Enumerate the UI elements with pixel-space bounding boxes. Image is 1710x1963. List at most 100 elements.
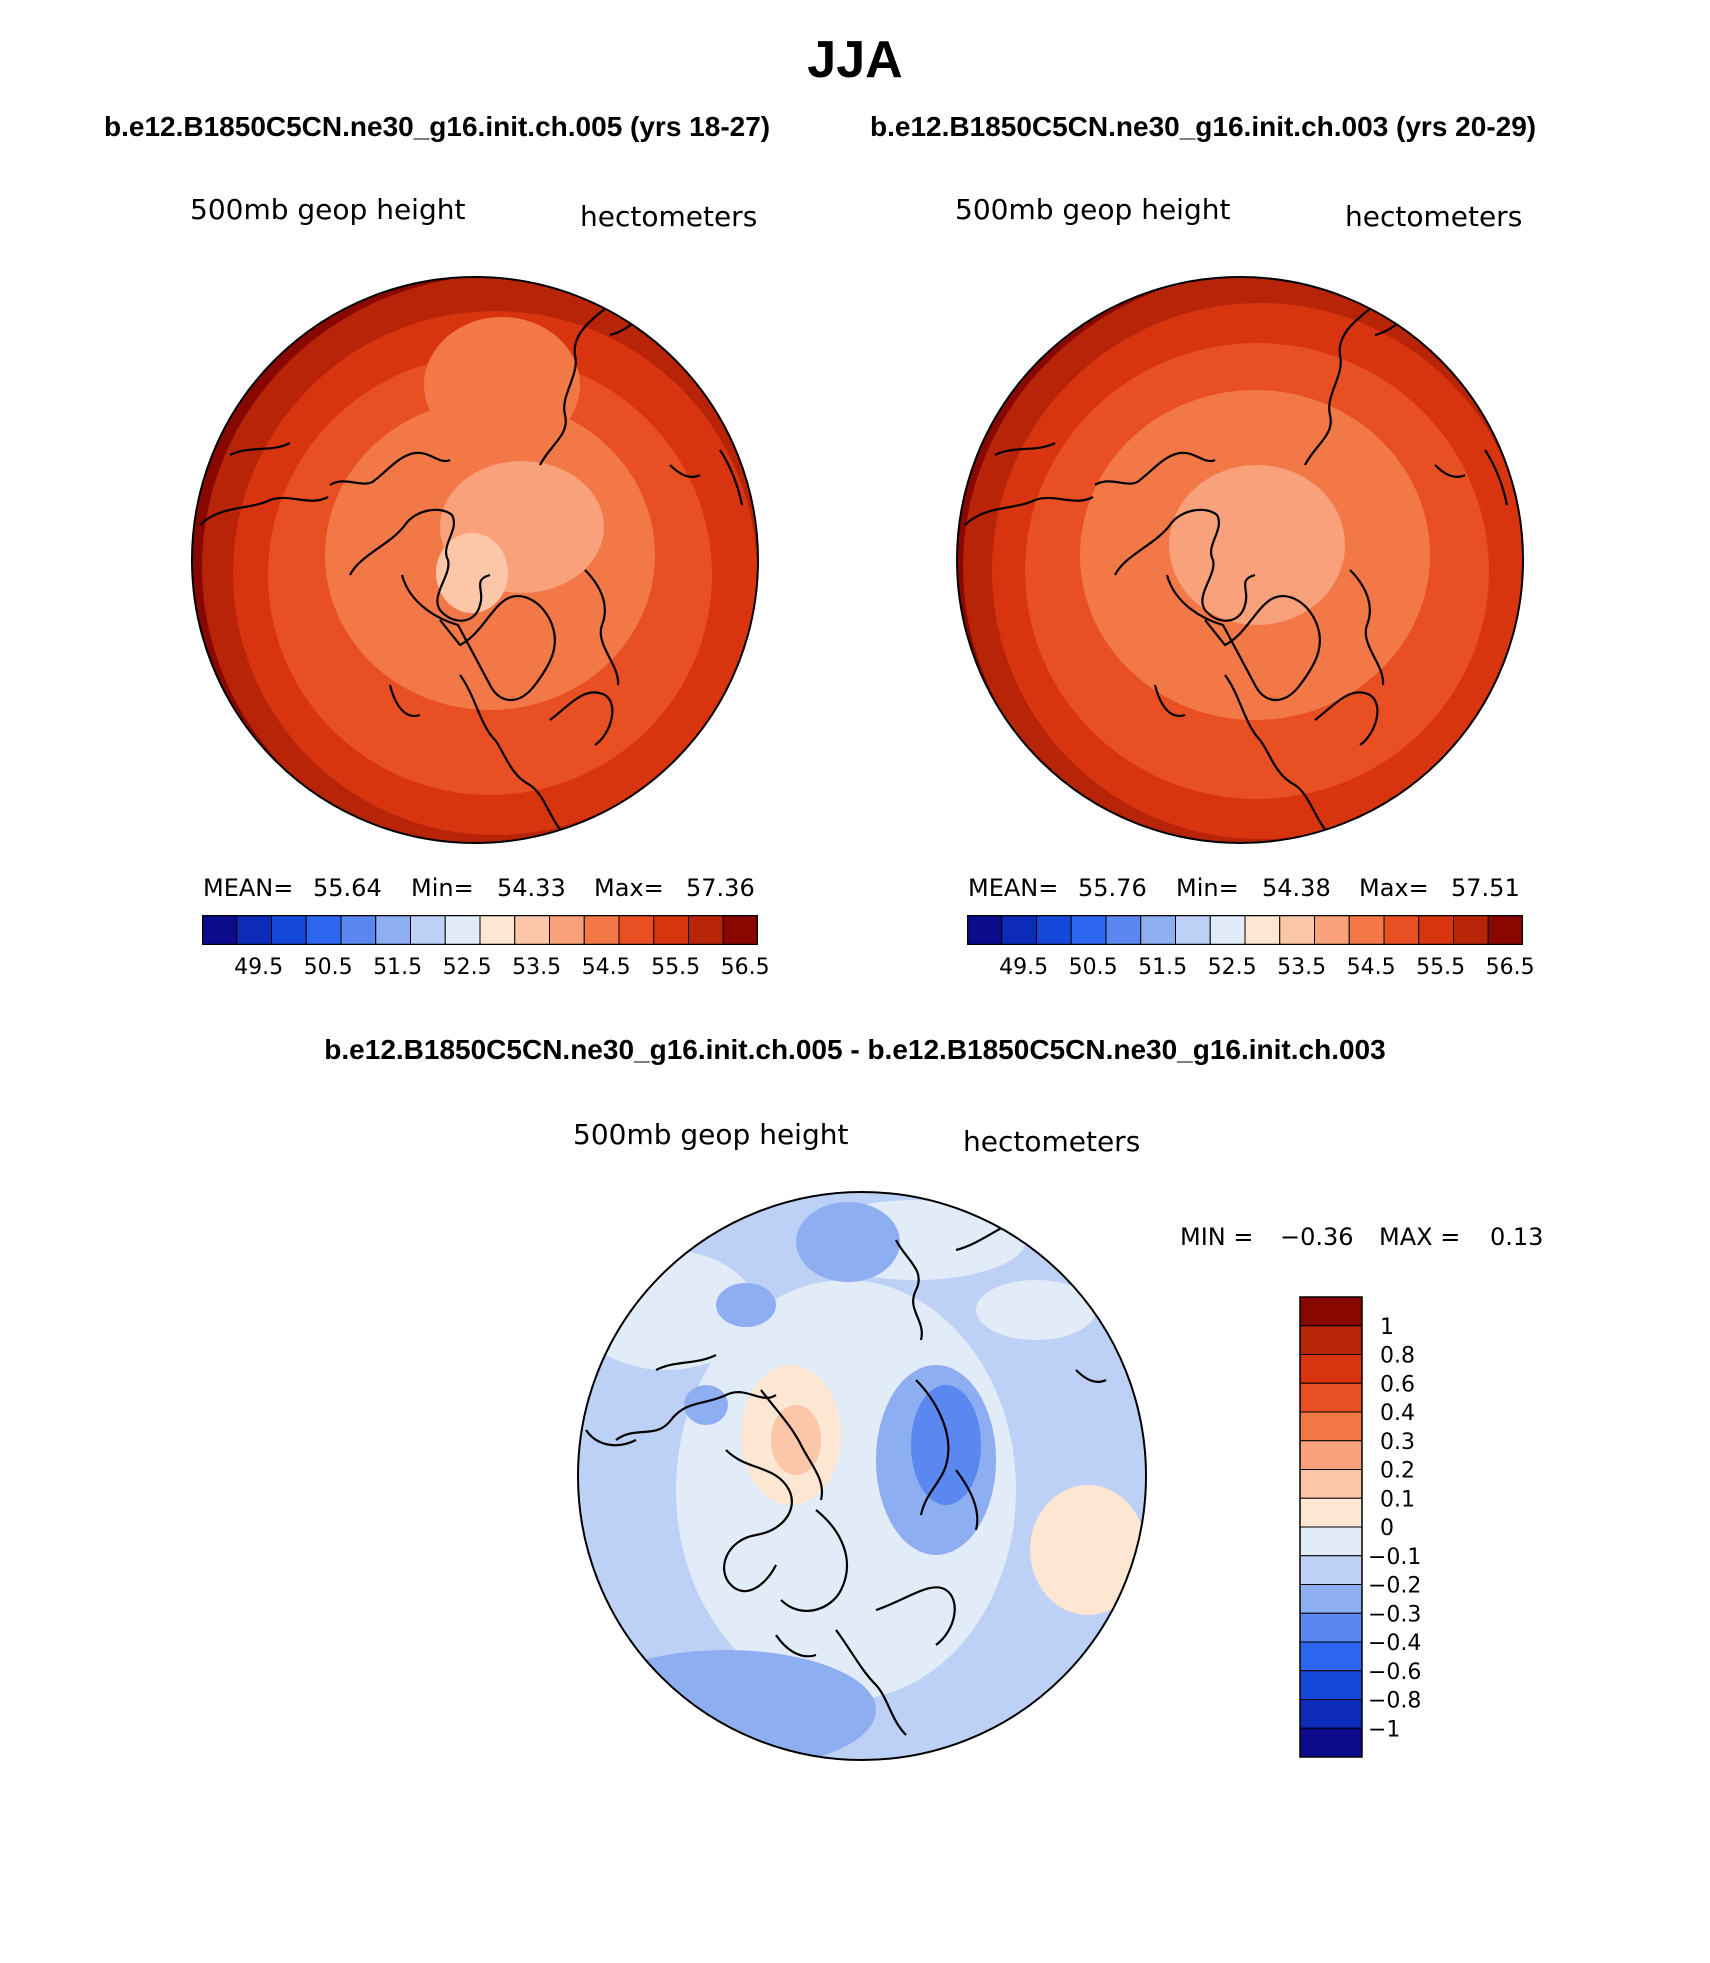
colorbar-swatch xyxy=(1140,914,1176,946)
colorbar-swatch xyxy=(1299,1670,1363,1700)
left-mean-label: MEAN= xyxy=(203,874,294,902)
colorbar-tick-label: 0.1 xyxy=(1380,1487,1415,1512)
right-mean-value: 55.76 xyxy=(1078,874,1147,902)
right-min-label: Min= xyxy=(1176,874,1239,902)
colorbar-swatch xyxy=(1105,914,1142,946)
colorbar-swatch xyxy=(1209,914,1246,946)
left-max-label: Max= xyxy=(594,874,664,902)
colorbar-swatch xyxy=(1383,914,1420,946)
colorbar-swatch xyxy=(1036,914,1072,946)
diff-polar-map xyxy=(577,1191,1147,1761)
colorbar-tick-label: 53.5 xyxy=(512,955,562,980)
colorbar-swatch xyxy=(688,914,724,946)
colorbar-swatch xyxy=(1299,1699,1363,1729)
right-polar-map xyxy=(956,276,1524,844)
colorbar-swatch xyxy=(1299,1612,1363,1643)
colorbar-tick-label: 1 xyxy=(1380,1315,1394,1340)
colorbar-swatch xyxy=(1299,1411,1363,1442)
left-max-value: 57.36 xyxy=(686,874,755,902)
colorbar-swatch xyxy=(236,914,272,946)
colorbar-tick-label: 52.5 xyxy=(1207,955,1257,980)
contour-band xyxy=(911,1385,981,1505)
colorbar-swatch xyxy=(410,914,446,946)
right-max-value: 57.51 xyxy=(1451,874,1520,902)
diff-max-value: 0.13 xyxy=(1490,1223,1544,1251)
colorbar-tick-label: −1 xyxy=(1368,1717,1400,1742)
colorbar-swatch xyxy=(618,914,655,946)
colorbar-swatch xyxy=(966,914,1003,946)
colorbar-swatch xyxy=(1299,1354,1363,1384)
colorbar-tick-label: 0.3 xyxy=(1380,1430,1415,1455)
colorbar-tick-label: 55.5 xyxy=(1416,955,1466,980)
colorbar-tick-label: 0.8 xyxy=(1380,1344,1415,1369)
colorbar-swatch xyxy=(1487,914,1524,946)
left-min-value: 54.33 xyxy=(497,874,566,902)
colorbar-tick-label: −0.2 xyxy=(1368,1574,1421,1599)
colorbar-tick-label: 51.5 xyxy=(1138,955,1188,980)
colorbar-frame xyxy=(1299,1296,1363,1758)
colorbar-tick-label: 55.5 xyxy=(651,955,701,980)
colorbar-tick-label: 54.5 xyxy=(581,955,631,980)
colorbar-tick-label: 56.5 xyxy=(720,955,770,980)
colorbar-tick-label: −0.3 xyxy=(1368,1602,1421,1627)
colorbar-swatch xyxy=(1279,914,1315,946)
colorbar-tick-label: 50.5 xyxy=(303,955,353,980)
colorbar-swatch xyxy=(1299,1526,1363,1557)
colorbar-tick-label: 52.5 xyxy=(442,955,492,980)
right-units-label: hectometers xyxy=(1345,200,1523,233)
left-units-label: hectometers xyxy=(580,200,758,233)
colorbar-swatch xyxy=(271,914,307,946)
figure-title: JJA xyxy=(807,31,903,89)
right-min-value: 54.38 xyxy=(1262,874,1331,902)
right-case-title: b.e12.B1850C5CN.ne30_g16.init.ch.003 (yr… xyxy=(870,111,1537,142)
colorbar-swatch xyxy=(1314,914,1350,946)
colorbar-tick-label: −0.6 xyxy=(1368,1660,1421,1685)
colorbar-swatch xyxy=(1299,1584,1363,1614)
colorbar-tick-label: 49.5 xyxy=(999,955,1049,980)
colorbar-swatch xyxy=(1418,914,1454,946)
colorbar-swatch xyxy=(375,914,411,946)
contour-band xyxy=(716,1283,776,1327)
right-mean-label: MEAN= xyxy=(968,874,1059,902)
colorbar-swatch xyxy=(305,914,342,946)
diff-units-label: hectometers xyxy=(963,1125,1141,1158)
colorbar-frame xyxy=(966,914,1524,946)
colorbar-swatch xyxy=(1299,1325,1363,1355)
colorbar-swatch xyxy=(340,914,377,946)
left-polar-map xyxy=(191,276,759,844)
colorbar-swatch xyxy=(1299,1440,1363,1470)
colorbar-swatch xyxy=(583,914,620,946)
diff-max-label: MAX = xyxy=(1379,1223,1461,1251)
colorbar-swatch xyxy=(722,914,759,946)
colorbar-swatch xyxy=(444,914,481,946)
map-boundary xyxy=(956,276,1524,844)
left-colorbar-ticks: 49.5 50.5 51.5 52.5 53.5 54.5 55.5 56.5 xyxy=(202,955,770,985)
colorbar-tick-label: 0 xyxy=(1380,1516,1394,1541)
contour-band xyxy=(976,1280,1096,1340)
contour-band xyxy=(436,533,508,613)
colorbar-swatch xyxy=(1244,914,1281,946)
coastlines xyxy=(199,302,744,836)
colorbar-swatch xyxy=(1299,1641,1363,1672)
colorbar-tick-label: 56.5 xyxy=(1485,955,1535,980)
colorbar-swatch xyxy=(1070,914,1107,946)
left-case-title: b.e12.B1850C5CN.ne30_g16.init.ch.005 (yr… xyxy=(104,111,771,142)
colorbar-swatch xyxy=(1299,1555,1363,1585)
colorbar-swatch xyxy=(1175,914,1211,946)
colorbar-swatch xyxy=(1299,1727,1363,1758)
colorbar-tick-label: 0.4 xyxy=(1380,1401,1415,1426)
colorbar-swatch xyxy=(1001,914,1037,946)
right-colorbar-ticks: 49.5 50.5 51.5 52.5 53.5 54.5 55.5 56.5 xyxy=(967,955,1535,985)
colorbar-tick-label: 51.5 xyxy=(373,955,423,980)
diff-min-label: MIN = xyxy=(1180,1223,1254,1251)
contour-band xyxy=(684,1385,728,1425)
diff-title: b.e12.B1850C5CN.ne30_g16.init.ch.005 - b… xyxy=(324,1034,1386,1065)
colorbar-tick-label: 49.5 xyxy=(234,955,284,980)
right-variable-label: 500mb geop height xyxy=(955,193,1231,226)
right-colorbar xyxy=(966,914,1524,946)
diff-colorbar: 1 0.8 0.6 0.4 0.3 0.2 0.1 0 −0.1 −0.2 −0.3 −0.4 −0.6… xyxy=(1299,1296,1421,1758)
contour-band xyxy=(1169,465,1345,625)
colorbar-tick-label: 53.5 xyxy=(1277,955,1327,980)
colorbar-tick-label: 54.5 xyxy=(1346,955,1396,980)
colorbar-swatch xyxy=(479,914,516,946)
